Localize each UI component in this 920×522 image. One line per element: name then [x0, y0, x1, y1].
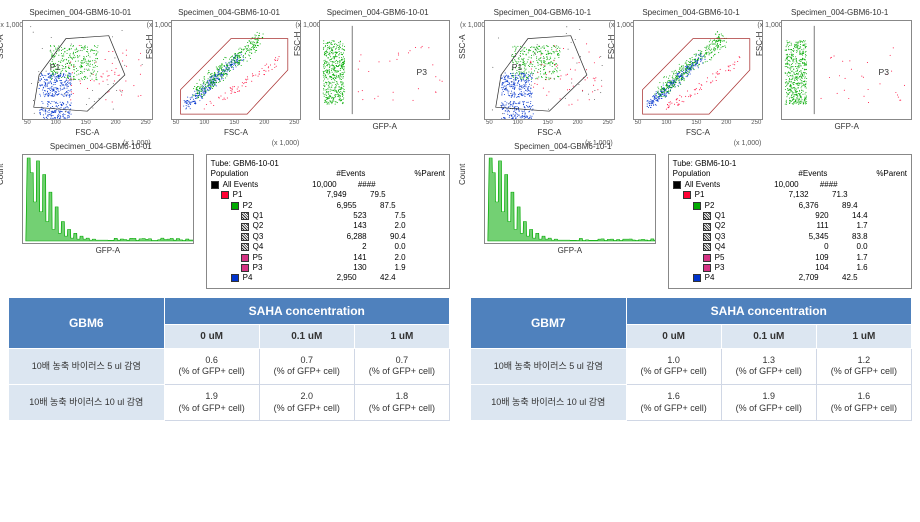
scatter-plot-fsch-fsca: Specimen_004-GBM6-10-01 (x 1,000) FSC-H … [157, 8, 302, 138]
axis-label-y: Count [458, 163, 467, 184]
plot-frame [22, 154, 194, 244]
cell: 1.8(% of GFP+ cell) [354, 385, 449, 421]
page-root: Specimen_004-GBM6-10-01 (x 1,000) SSC-A … [8, 8, 912, 421]
scatter-plot-gfp: Specimen_004-GBM6-10-1 (x 1,000) FSC-H P… [767, 8, 912, 138]
svg-text:P3: P3 [417, 68, 428, 77]
cell: 0.6(% of GFP+ cell) [164, 348, 259, 384]
axis-label-y: SSC-A [458, 34, 467, 58]
col-header: 0 uM [164, 324, 259, 348]
cell: 0.7(% of GFP+ cell) [259, 348, 354, 384]
svg-text:P3: P3 [879, 68, 890, 77]
axis-label-x: FSC-A [633, 128, 764, 137]
cell: 1.2(% of GFP+ cell) [816, 348, 911, 384]
histogram-gfp: Specimen_004-GBM6-10-01 Count GFP-A [8, 142, 194, 289]
plot-frame: P3 [319, 20, 450, 120]
plot-title: Specimen_004-GBM6-10-1 [767, 8, 912, 18]
stats-table-right: Tube: GBM6-10-1Population#Events%ParentA… [668, 154, 912, 289]
col-header: 1 uM [816, 324, 911, 348]
stats-table-left: Tube: GBM6-10-01Population#Events%Parent… [206, 154, 450, 289]
table-header: SAHA concentration [164, 297, 449, 324]
plot-title: Specimen_004-GBM6-10-01 [8, 8, 153, 18]
axis-sub-x: (x 1,000) [585, 140, 613, 147]
axis-label-y: Count [0, 163, 5, 184]
plot-title: Specimen_004-GBM6-10-1 [619, 8, 764, 18]
saha-table-right: GBM7 SAHA concentration 0 uM 0.1 uM 1 uM… [470, 297, 912, 422]
col-header: 1 uM [354, 324, 449, 348]
table-name: GBM6 [9, 297, 165, 348]
scatter-plot-fsch-fsca: Specimen_004-GBM6-10-1 (x 1,000) FSC-H 5… [619, 8, 764, 138]
plot-frame [633, 20, 764, 120]
axis-label-x: FSC-A [171, 128, 302, 137]
col-header: 0 uM [626, 324, 721, 348]
cell: 1.0(% of GFP+ cell) [626, 348, 721, 384]
plot-title: Specimen_004-GBM6-10-1 [470, 8, 615, 18]
plot-title: Specimen_004-GBM6-10-1 [470, 142, 656, 152]
axis-label-x: GFP-A [22, 246, 194, 255]
ticks-x: 50 100 150 200 250 [633, 120, 764, 126]
axis-label-y: SSC-A [0, 34, 5, 58]
table-name: GBM7 [471, 297, 627, 348]
plot-title: Specimen_004-GBM6-10-01 [305, 8, 450, 18]
left-panel: Specimen_004-GBM6-10-01 (x 1,000) SSC-A … [8, 8, 450, 421]
col-header: 0.1 uM [259, 324, 354, 348]
axis-sub-x: (x 1,000) [734, 140, 762, 147]
cell: 1.9(% of GFP+ cell) [721, 385, 816, 421]
right-panel: Specimen_004-GBM6-10-1 (x 1,000) SSC-A P… [470, 8, 912, 421]
cell: 2.0(% of GFP+ cell) [259, 385, 354, 421]
plot-title: Specimen_004-GBM6-10-01 [8, 142, 194, 152]
hist-row-left: Specimen_004-GBM6-10-01 Count GFP-A Tube… [8, 142, 450, 289]
ticks-x: 50 100 150 200 250 [22, 120, 153, 126]
ticks-x: 50 100 150 200 250 [171, 120, 302, 126]
saha-table-left: GBM6 SAHA concentration 0 uM 0.1 uM 1 uM… [8, 297, 450, 422]
table-header: SAHA concentration [626, 297, 911, 324]
cell: 1.6(% of GFP+ cell) [816, 385, 911, 421]
plot-frame [171, 20, 302, 120]
axis-label-y: FSC-H [293, 31, 302, 55]
plot-frame [484, 154, 656, 244]
col-header: 0.1 uM [721, 324, 816, 348]
row-label: 10배 농축 바이러스 10 ul 감염 [471, 385, 627, 421]
row-label: 10배 농축 바이러스 5 ul 감염 [471, 348, 627, 384]
axis-label-y: FSC-H [145, 34, 154, 58]
plot-title: Specimen_004-GBM6-10-01 [157, 8, 302, 18]
axis-sub-x: (x 1,000) [123, 140, 151, 147]
axis-label-x: GFP-A [319, 122, 450, 131]
scatter-row-right: Specimen_004-GBM6-10-1 (x 1,000) SSC-A P… [470, 8, 912, 138]
plot-frame: P1 [22, 20, 153, 120]
axis-label-x: GFP-A [484, 246, 656, 255]
axis-label-x: FSC-A [22, 128, 153, 137]
scatter-row-left: Specimen_004-GBM6-10-01 (x 1,000) SSC-A … [8, 8, 450, 138]
axis-label-y: FSC-H [607, 34, 616, 58]
axis-label-x: GFP-A [781, 122, 912, 131]
cell: 1.3(% of GFP+ cell) [721, 348, 816, 384]
cell: 0.7(% of GFP+ cell) [354, 348, 449, 384]
row-label: 10배 농축 바이러스 5 ul 감염 [9, 348, 165, 384]
plot-frame: P3 [781, 20, 912, 120]
scatter-plot-ssc-fsc: Specimen_004-GBM6-10-1 (x 1,000) SSC-A P… [470, 8, 615, 138]
svg-text:P1: P1 [50, 63, 61, 72]
scatter-plot-gfp: Specimen_004-GBM6-10-01 (x 1,000) FSC-H … [305, 8, 450, 138]
plot-frame: P1 [484, 20, 615, 120]
cell: 1.9(% of GFP+ cell) [164, 385, 259, 421]
hist-row-right: Specimen_004-GBM6-10-1 Count GFP-A Tube:… [470, 142, 912, 289]
axis-sub-x: (x 1,000) [272, 140, 300, 147]
axis-label-y: FSC-H [755, 31, 764, 55]
svg-text:P1: P1 [512, 63, 523, 72]
row-label: 10배 농축 바이러스 10 ul 감염 [9, 385, 165, 421]
axis-label-x: FSC-A [484, 128, 615, 137]
cell: 1.6(% of GFP+ cell) [626, 385, 721, 421]
ticks-x: 50 100 150 200 250 [484, 120, 615, 126]
scatter-plot-ssc-fsc: Specimen_004-GBM6-10-01 (x 1,000) SSC-A … [8, 8, 153, 138]
histogram-gfp: Specimen_004-GBM6-10-1 Count GFP-A [470, 142, 656, 289]
